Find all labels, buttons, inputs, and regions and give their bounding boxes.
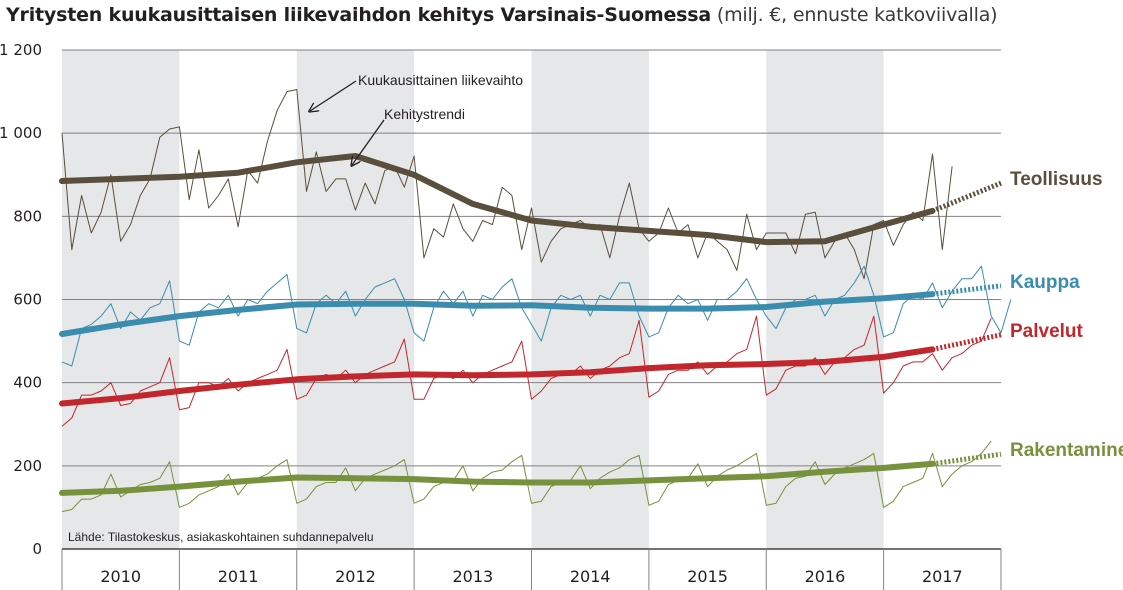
series-kauppa-monthly [61, 265, 1012, 367]
series-label-rakentaminen: Rakentaminen [1010, 440, 1123, 461]
year-label-2011: 2011 [218, 567, 259, 586]
series-teollisuus-monthly [61, 89, 953, 280]
chart-title-sub: (milj. €, ennuste katkoviivalla) [716, 4, 998, 26]
year-label-2017: 2017 [922, 567, 963, 586]
series-rakentaminen-trend [59, 460, 936, 496]
annotation-arrow-monthly [310, 80, 357, 111]
series-teollisuus-forecast [931, 180, 1002, 214]
y-tick-label: 600 [13, 291, 42, 309]
year-label-2016: 2016 [805, 567, 846, 586]
chart-title-main: Yritysten kuukausittaisen liikevaihdon k… [6, 4, 712, 26]
series-label-teollisuus: Teollisuus [1010, 169, 1103, 190]
series-labels: Teollisuus Kauppa Palvelut Rakentaminen [1010, 169, 1123, 461]
annotation-monthly: Kuukausittainen liikevaihto [358, 72, 523, 88]
y-tick-label: 0 [32, 540, 42, 558]
year-label-2014: 2014 [570, 567, 611, 586]
series-palvelut-trend [59, 346, 936, 407]
y-tick-label: 1 200 [0, 41, 42, 59]
year-label-2015: 2015 [687, 567, 728, 586]
y-tick-label: 400 [13, 374, 42, 392]
source-note: Lähde: Tilastokeskus, asiakaskohtainen s… [68, 530, 374, 544]
series-kauppa-forecast [932, 283, 1002, 297]
y-axis-ticks: 0 200 400 600 800 1 000 1 200 [0, 41, 42, 558]
series-label-kauppa: Kauppa [1010, 272, 1080, 293]
series-label-palvelut: Palvelut [1010, 321, 1084, 342]
x-axis: 2010 2011 2012 2013 2014 2015 2016 2017 [61, 548, 1002, 590]
year-label-2010: 2010 [100, 567, 141, 586]
series-kauppa-trend [59, 291, 936, 337]
y-tick-label: 800 [13, 207, 42, 225]
year-label-2013: 2013 [452, 567, 493, 586]
y-tick-label: 200 [13, 457, 42, 475]
annotation-trend: Kehitystrendi [384, 106, 465, 122]
series-palvelut-forecast [931, 332, 1002, 352]
annotations: Kuukausittainen liikevaihto Kehitystrend… [310, 72, 523, 165]
chart-title: Yritysten kuukausittaisen liikevaihdon k… [6, 4, 998, 26]
series-teollisuus-trend [59, 153, 936, 246]
series-rakentaminen-forecast [932, 451, 1002, 467]
y-tick-label: 1 000 [0, 124, 42, 142]
series-group [59, 89, 1012, 513]
year-label-2012: 2012 [335, 567, 376, 586]
annotation-arrow-trend [352, 119, 385, 165]
